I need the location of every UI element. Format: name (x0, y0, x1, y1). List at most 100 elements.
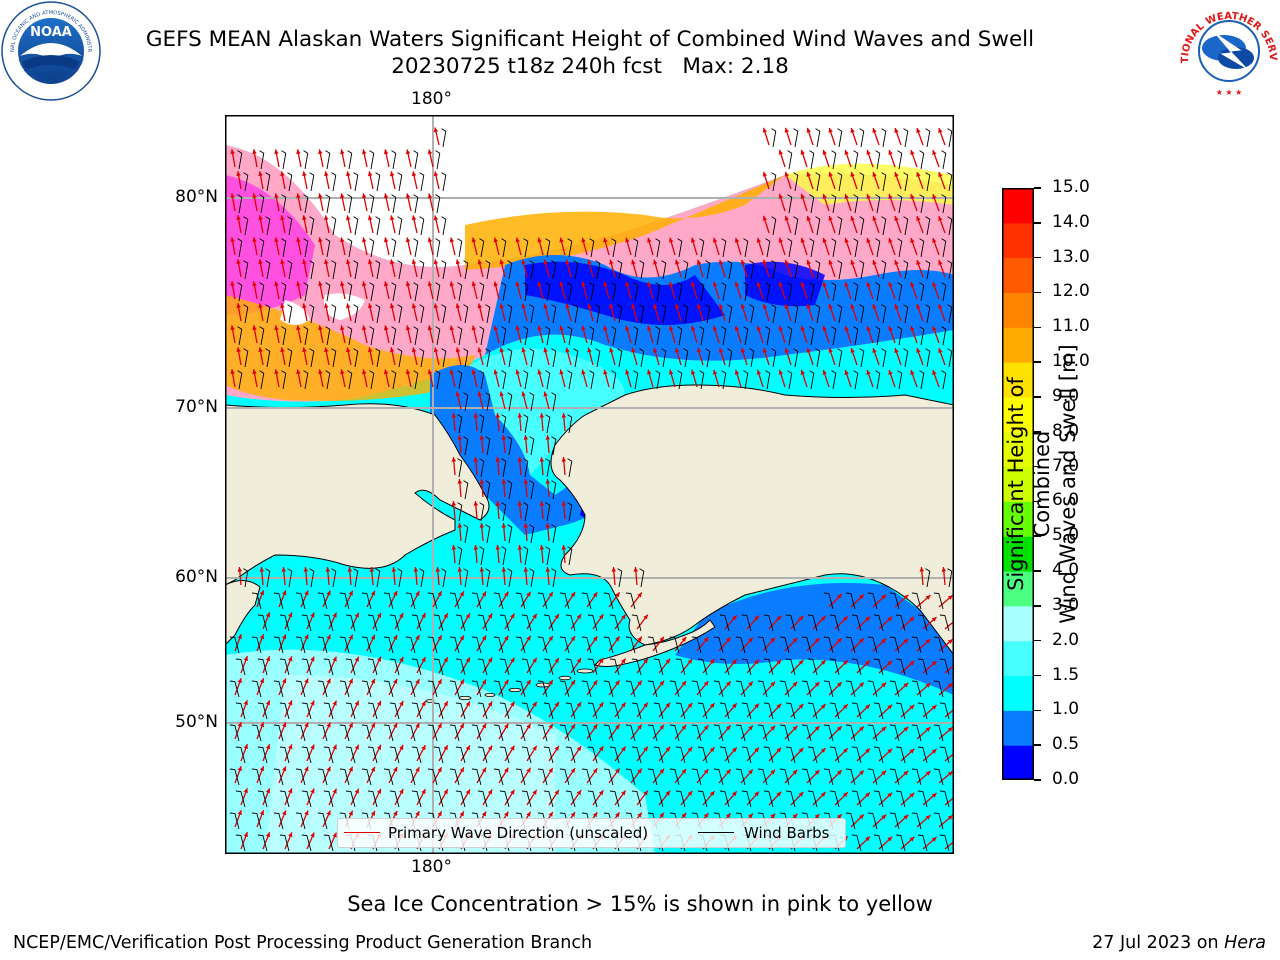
colorbar-tick-label: 6.0 (1052, 490, 1080, 511)
wind-barb (237, 326, 243, 346)
wind-barb (411, 746, 422, 764)
wave-arrow-head (696, 303, 702, 309)
wind-barb (617, 304, 623, 324)
wind-barb (661, 348, 667, 368)
wind-barb (325, 282, 331, 302)
sea-ice-magenta-west (225, 175, 315, 315)
wave-arrow-head (570, 724, 576, 730)
wind-barb (713, 680, 724, 698)
wave-arrow-head (501, 523, 507, 528)
wave-arrow-head (495, 545, 501, 550)
colorbar-tick-label: 4.0 (1052, 560, 1080, 581)
wind-barb (911, 812, 922, 830)
colorbar-tick-label: 12.0 (1052, 281, 1090, 302)
wave-arrow-head (354, 744, 359, 750)
wind-barb (281, 238, 287, 258)
wave-arrow-head (865, 660, 870, 666)
wind-barb (287, 348, 293, 368)
wind-barb (683, 348, 689, 368)
wave-arrow-head (304, 722, 309, 728)
wave-arrow-head (230, 369, 235, 375)
wave-arrow-head (236, 215, 241, 221)
wind-barb (309, 304, 315, 324)
wave-arrow-head (836, 770, 842, 775)
wind-barb (405, 724, 416, 742)
wind-barb (295, 592, 306, 610)
wind-barb (455, 702, 466, 720)
wind-barb (897, 238, 903, 258)
wave-arrow-head (554, 789, 559, 795)
wind-barb (433, 702, 444, 720)
wind-barb (947, 128, 953, 148)
wave-arrow-head (532, 657, 537, 663)
wave-arrow-head (543, 391, 548, 397)
wind-barb (433, 790, 444, 808)
wave-arrow-head (367, 303, 373, 309)
wind-barb (515, 592, 526, 610)
wind-barb (903, 128, 909, 148)
wind-barb (543, 702, 554, 720)
wave-arrow-head (888, 282, 893, 287)
wave-arrow-head (844, 325, 849, 331)
wave-arrow-head (822, 369, 827, 375)
wave-arrow-head (457, 567, 463, 572)
wave-arrow-head (288, 788, 293, 794)
wind-barb (727, 260, 733, 280)
wave-arrow-head (504, 591, 509, 597)
wind-barb (457, 370, 463, 390)
wave-arrow-head (421, 657, 426, 663)
colorbar-tick-mark (1034, 396, 1041, 398)
wave-arrow-head (340, 369, 345, 375)
wave-arrow-head (303, 567, 309, 572)
wave-arrow-head (318, 193, 323, 199)
wave-arrow-head (389, 303, 395, 309)
wind-barb (265, 260, 271, 280)
wave-arrow-head (493, 281, 498, 287)
wind-barb (713, 724, 724, 742)
wave-arrow-head (521, 347, 526, 353)
wave-arrow-head (411, 171, 417, 177)
wind-barb (361, 592, 372, 610)
wave-arrow-head (909, 836, 915, 842)
wave-arrow-head (274, 149, 279, 155)
wind-barb (903, 172, 909, 192)
wind-barb (347, 194, 353, 214)
wind-barb (939, 746, 950, 764)
wind-barb (697, 746, 708, 764)
wind-barb (391, 150, 397, 170)
wind-barb (463, 568, 469, 588)
wind-barb (301, 746, 312, 764)
wave-arrow-head (243, 700, 248, 706)
wind-barb (669, 724, 680, 742)
wave-arrow-head (659, 680, 664, 686)
wave-arrow-head (559, 325, 564, 331)
wave-arrow-head (510, 745, 515, 751)
wind-barb (485, 304, 491, 324)
wave-arrow-head (332, 832, 337, 838)
wave-arrow-head (888, 150, 893, 155)
wave-arrow-head (532, 613, 537, 619)
wave-arrow-head (603, 325, 608, 331)
wave-arrow-head (252, 237, 257, 243)
wave-arrow-head (539, 501, 545, 506)
wind-barb (427, 592, 438, 610)
wind-barb (741, 614, 752, 632)
wind-barb (433, 658, 444, 676)
wave-arrow-head (732, 615, 737, 621)
wind-barb (875, 238, 881, 258)
wave-arrow-head (389, 171, 395, 177)
wind-barb (719, 658, 730, 676)
wave-arrow-head (565, 347, 570, 353)
wind-barb (493, 768, 504, 786)
wave-arrow-head (872, 171, 877, 177)
wind-barb (589, 238, 595, 258)
wave-arrow-head (510, 613, 515, 619)
wave-arrow-head (916, 260, 921, 265)
wave-arrow-head (367, 171, 373, 177)
wind-barb (521, 702, 532, 720)
wind-barb (405, 636, 416, 654)
wind-barb (281, 326, 287, 346)
wind-barb (911, 680, 922, 698)
wave-arrow-head (501, 435, 507, 440)
wave-arrow-head (310, 788, 315, 794)
